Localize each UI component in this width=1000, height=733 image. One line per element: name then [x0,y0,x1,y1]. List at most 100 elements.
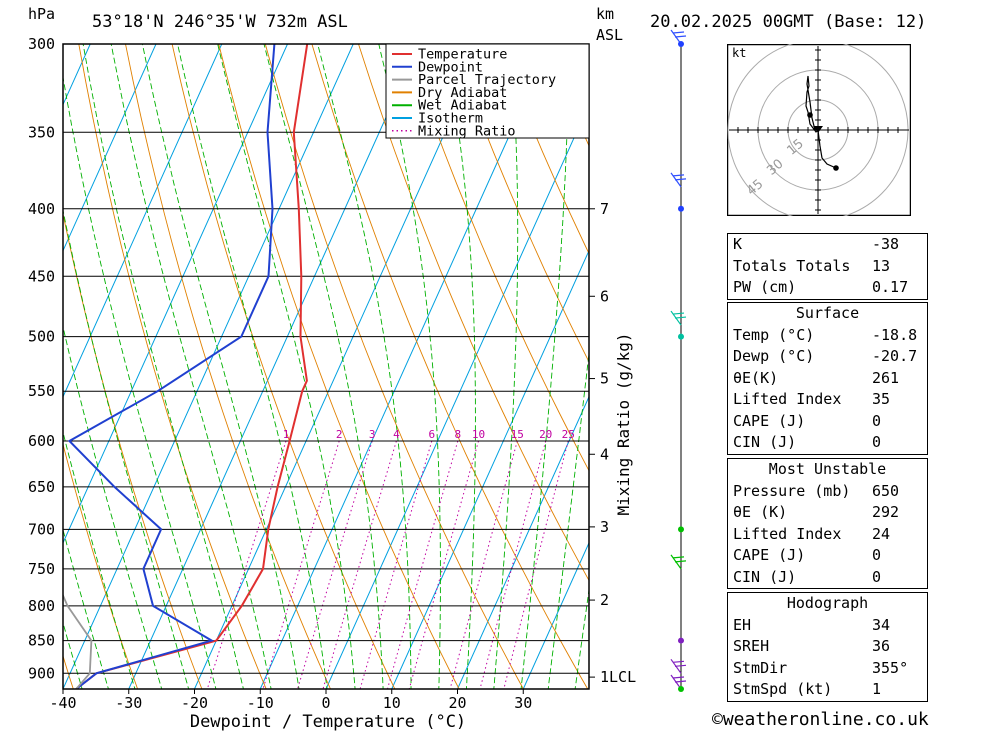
wet-adiabat-line [444,44,476,689]
index-table-surface: Surface Temp (°C) -18.8 Dewp (°C) -20.7 θE… [727,302,928,455]
dry-adiabat-line [497,44,589,255]
x-axis-label: Dewpoint / Temperature (°C) [190,712,466,732]
profile-lines [63,44,309,689]
hodograph-title: Hodograph [786,594,869,612]
pressure-tick-label: 600 [28,432,55,450]
mixing-ratio-label: 3 [369,428,376,441]
mixing-ratio-line [479,440,547,689]
mixing-ratio-line [206,440,287,689]
series-line-dewpoint [67,44,276,689]
index-row-k: K -38 [733,235,900,253]
wet-adiabat-line [63,208,190,689]
isotherm-line [655,44,700,689]
units-asl: ASL [596,26,624,44]
wet-adiabat-line [317,44,412,689]
datetime-title: 20.02.2025 00GMT (Base: 12) [650,12,927,32]
km-tick-label: 2 [600,591,609,609]
pressure-tick-label: 350 [28,123,55,141]
isotherm-line [0,44,25,689]
pressure-tick-label: 300 [28,35,55,53]
pressure-tick-label: 400 [28,200,55,218]
wet-adiabat-line [177,44,328,689]
wind-profile [670,29,687,692]
surface-title: Surface [795,304,860,322]
x-tick-label: -30 [115,694,142,712]
profile-dot [678,205,684,212]
isotherm-line [63,44,157,252]
wet-adiabat-line [520,44,570,689]
wet-adiabat-line [63,74,217,689]
mixing-ratio-line [408,440,479,689]
km-tick-label: 7 [600,200,609,218]
x-tick-label: 0 [321,694,330,712]
mixing-ratio-line [322,440,397,689]
legend-label: Temperature [418,47,507,63]
mixing-ratio-label: 4 [393,428,400,441]
isotherm-line [522,541,589,689]
wet-adiabat-line [63,324,163,689]
hodograph-marker [807,112,813,118]
x-tick-label: -20 [181,694,208,712]
mixing-ratio-label: 25 [562,428,575,441]
wind-barb [670,172,687,188]
dry-adiabat-line [685,44,700,689]
wind-barb [670,29,687,45]
pressure-tick-label: 750 [28,560,55,578]
km-tick-label: 4 [600,445,609,463]
dry-adiabat-line [171,44,396,689]
hodograph-unit: kt [732,46,746,60]
most-unstable-title: Most Unstable [768,460,887,478]
isotherm-line [63,44,223,398]
dry-adiabat-line [404,44,589,472]
wet-adiabat-line [263,44,384,689]
wind-barb [670,658,687,674]
wind-barb [670,310,687,326]
km-tick-label: 1LCL [600,668,636,686]
wet-adiabat-line [378,44,441,689]
units-hpa: hPa [28,5,56,23]
units-km: km [596,5,615,23]
background-lines [0,44,700,689]
location-title: 53°18'N 246°35'W 732m ASL [92,12,348,32]
mixing-ratio-line [387,440,459,689]
skew-t-diagram: 1 2 3 4 6 8 10 15 20 2530035040045050055060065070… [0,29,700,732]
storm-motion-marker [813,126,823,133]
legend-label: Mixing Ratio [418,123,516,139]
pressure-tick-label: 500 [28,328,55,346]
series-line-temperature [75,44,309,689]
x-tick-label: 20 [448,694,466,712]
index-table-top: K -38 Totals Totals 13 PW (cm) 0.17 [727,233,928,300]
x-tick-label: -10 [247,694,274,712]
wet-adiabat-line [547,349,589,689]
dry-adiabat-line [218,44,460,689]
index-row-totals: Totals Totals 13 [733,256,891,275]
isotherm-line [325,103,589,689]
index-table-hodograph: Hodograph EH 34 SREH 36 StmDir 355° StmSpd … [727,592,928,702]
wet-adiabat-line [217,44,356,689]
isotherm-line [194,44,486,689]
brand-footer[interactable]: ©weatheronline.co.uk [712,709,929,730]
km-tick-label: 6 [600,287,609,305]
legend-label: Dry Adiabat [418,85,507,101]
mixing-ratio-label: 20 [539,428,552,441]
series-line-parcel-trajectory [63,593,93,689]
mixing-ratio-label: 6 [428,428,435,441]
legend-label: Parcel Trajectory [418,72,556,88]
mixing-ratio-label: 8 [454,428,461,441]
km-tick-label: 5 [600,370,609,388]
hodograph-marker [833,165,839,171]
dry-adiabat-line [638,44,700,689]
dry-adiabat-line [63,211,203,689]
pressure-tick-label: 450 [28,267,55,285]
profile-dot [678,333,684,340]
wet-adiabat-line [110,44,272,689]
pressure-tick-label: 650 [28,478,55,496]
dry-adiabat-line [63,442,139,689]
dry-adiabat-line [451,44,589,363]
legend-label: Dewpoint [418,59,483,75]
pressure-tick-label: 800 [28,597,55,615]
profile-dot [678,637,684,644]
pressure-tick-label: 700 [28,520,55,538]
